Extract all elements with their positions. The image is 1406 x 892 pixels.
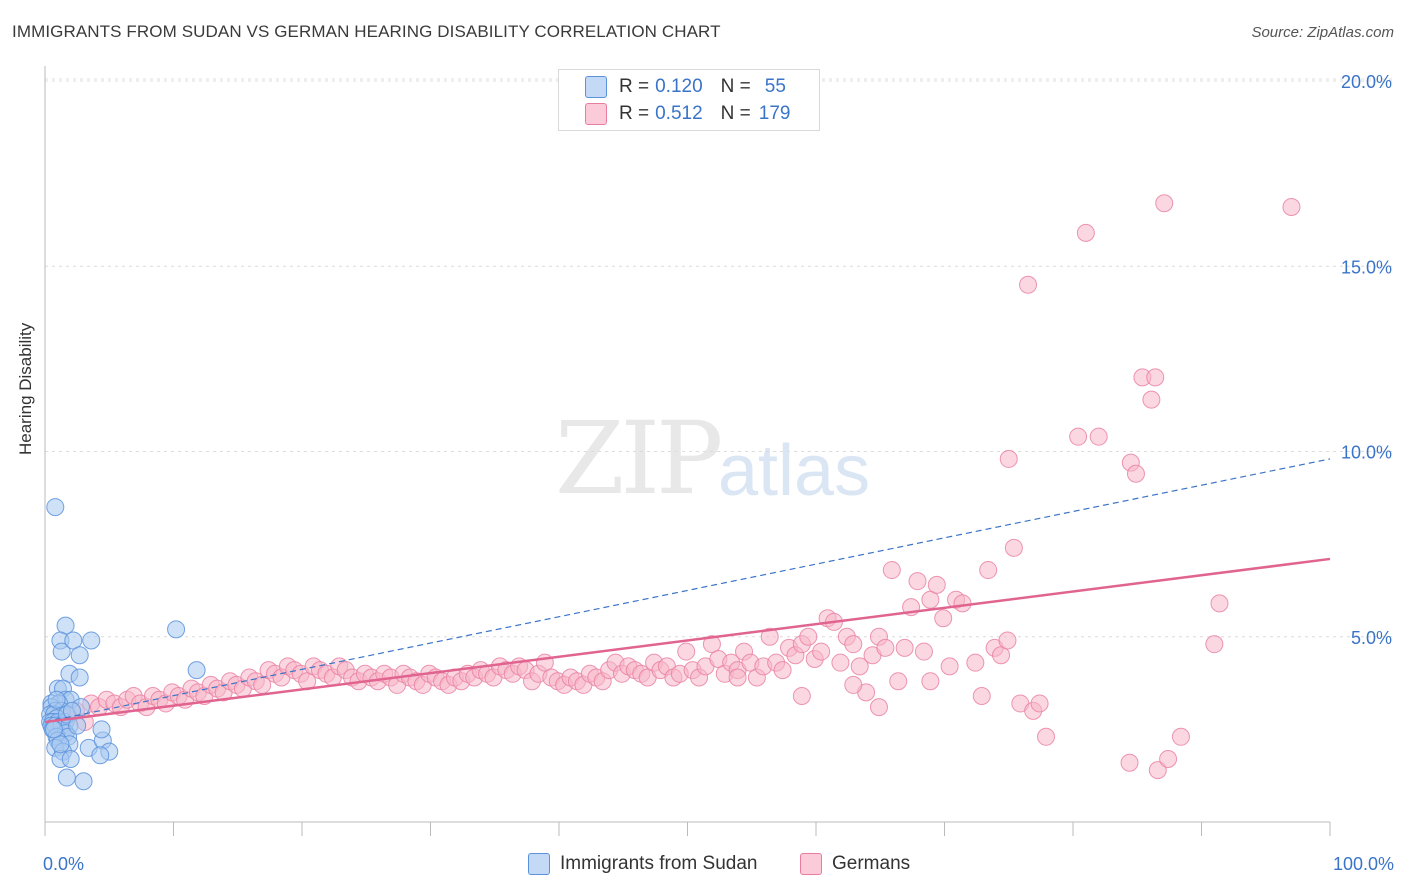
data-point-germans: [702, 635, 721, 654]
data-point-sudan: [46, 498, 65, 517]
data-point-sudan: [167, 620, 186, 639]
data-point-sudan: [92, 720, 111, 739]
bottom-legend-label-sudan: Immigrants from Sudan: [560, 853, 758, 874]
data-point-germans: [792, 687, 811, 706]
data-point-germans: [895, 638, 914, 657]
data-point-germans: [921, 672, 940, 691]
data-point-sudan: [44, 720, 63, 739]
chart-title: IMMIGRANTS FROM SUDAN VS GERMAN HEARING …: [12, 22, 721, 41]
data-point-germans: [1076, 223, 1095, 242]
legend-n-label: N =: [720, 76, 751, 97]
y-tick-label: 10.0%: [1341, 443, 1392, 463]
trend-line-sudan: [44, 458, 1331, 723]
bottom-legend-swatch-sudan: [528, 853, 550, 875]
data-point-sudan: [91, 746, 110, 765]
data-point-germans: [953, 594, 972, 613]
data-point-germans: [1148, 761, 1167, 780]
legend-n-value: 179: [758, 103, 791, 124]
data-point-germans: [914, 642, 933, 661]
data-point-germans: [1282, 197, 1301, 216]
data-point-germans: [1155, 194, 1174, 213]
legend-swatch-sudan: [585, 76, 607, 98]
data-point-sudan: [82, 631, 101, 650]
data-point-germans: [1159, 750, 1178, 769]
data-point-germans: [1030, 694, 1049, 713]
data-point-germans: [1126, 464, 1145, 483]
data-point-germans: [812, 642, 831, 661]
data-point-germans: [844, 675, 863, 694]
legend-r-label: R =: [619, 103, 650, 124]
data-point-germans: [844, 635, 863, 654]
watermark-zip: ZIP: [555, 400, 723, 517]
data-point-germans: [728, 668, 747, 687]
data-point-sudan: [52, 642, 71, 661]
data-point-germans: [908, 572, 927, 591]
bottom-legend-swatch-germans: [800, 853, 822, 875]
data-point-germans: [998, 631, 1017, 650]
data-point-germans: [773, 661, 792, 680]
data-point-germans: [889, 672, 908, 691]
data-point-germans: [972, 687, 991, 706]
legend-r-label: R =: [619, 76, 650, 97]
data-point-germans: [966, 653, 985, 672]
data-point-sudan: [51, 735, 70, 754]
data-point-germans: [1037, 727, 1056, 746]
legend-row-germans: R = 0.512 N = 179: [585, 102, 790, 126]
data-point-germans: [677, 642, 696, 661]
y-axis-label: Hearing Disability: [16, 322, 35, 455]
data-point-germans: [992, 646, 1011, 665]
data-point-germans: [882, 561, 901, 580]
bottom-legend-germans: Germans: [800, 852, 910, 876]
data-point-germans: [921, 590, 940, 609]
data-point-sudan: [47, 690, 66, 709]
data-point-germans: [934, 609, 953, 628]
data-point-sudan: [70, 668, 89, 687]
data-point-germans: [876, 638, 895, 657]
data-point-germans: [760, 627, 779, 646]
bottom-legend-label-germans: Germans: [832, 853, 911, 874]
x-tick-label: 0.0%: [43, 854, 84, 874]
legend-r-value: 0.512: [655, 103, 703, 124]
data-point-sudan: [187, 661, 206, 680]
data-point-germans: [1004, 538, 1023, 557]
trend-line-germans: [44, 557, 1331, 724]
data-point-germans: [1120, 753, 1139, 772]
data-point-germans: [1019, 275, 1038, 294]
y-tick-label: 15.0%: [1341, 257, 1392, 277]
data-point-germans: [1069, 427, 1088, 446]
stats-legend: R = 0.120 N = 55 R = 0.512 N = 179: [558, 69, 820, 131]
data-point-germans: [1142, 390, 1161, 409]
x-tick-label: 100.0%: [1333, 854, 1394, 874]
data-point-germans: [799, 627, 818, 646]
data-point-germans: [979, 561, 998, 580]
data-point-germans: [999, 449, 1018, 468]
legend-n-label: N =: [720, 103, 751, 124]
data-point-sudan: [74, 772, 93, 791]
legend-row-sudan: R = 0.120 N = 55: [585, 75, 786, 99]
data-point-germans: [1171, 727, 1190, 746]
data-point-germans: [1089, 427, 1108, 446]
data-point-germans: [927, 575, 946, 594]
data-point-sudan: [57, 768, 76, 787]
data-point-germans: [850, 657, 869, 676]
data-point-germans: [1205, 635, 1224, 654]
legend-swatch-germans: [585, 103, 607, 125]
bottom-legend-sudan: Immigrants from Sudan: [528, 852, 757, 876]
data-point-sudan: [61, 750, 80, 769]
data-point-germans: [869, 698, 888, 717]
data-point-germans: [1210, 594, 1229, 613]
y-tick-label: 20.0%: [1341, 72, 1392, 92]
source-label: Source: ZipAtlas.com: [1251, 24, 1394, 41]
data-point-germans: [940, 657, 959, 676]
watermark-atlas: atlas: [718, 431, 871, 511]
legend-n-value: 55: [764, 76, 786, 97]
y-tick-label: 5.0%: [1351, 628, 1392, 648]
data-point-germans: [1146, 368, 1165, 387]
legend-r-value: 0.120: [655, 76, 703, 97]
data-point-sudan: [70, 646, 89, 665]
data-point-germans: [831, 653, 850, 672]
data-point-sudan: [64, 631, 83, 650]
